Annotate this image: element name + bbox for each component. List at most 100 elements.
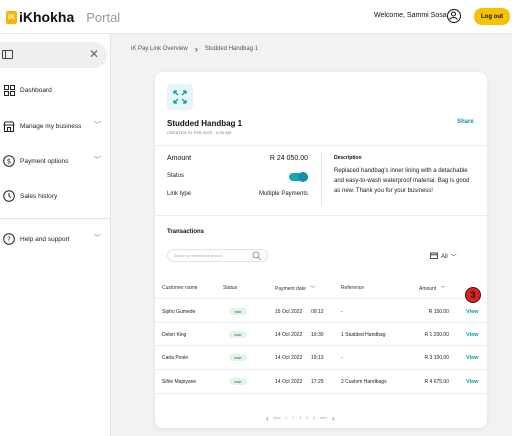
chevron-down-icon: ﹀ <box>450 255 457 261</box>
user-avatar-icon[interactable] <box>447 9 461 23</box>
sidebar-item-payment-options[interactable]: $ Payment options ﹀ <box>0 151 111 171</box>
customer-name: Sihle Mapiyane <box>162 379 197 385</box>
link-type-value: Multiple Payments <box>258 191 308 197</box>
amount: R 1 200.00 <box>424 332 449 338</box>
view-link[interactable]: View <box>466 355 479 361</box>
column-header-status: Status <box>223 285 238 291</box>
reference: 2 Custom Handbags <box>341 379 387 385</box>
ikhokha-logo[interactable]: iK iKhokha Portal <box>6 9 120 25</box>
divider <box>155 145 487 146</box>
prev-page-link[interactable]: prev <box>273 416 281 420</box>
link-type-label: Link type <box>167 191 192 197</box>
sidebar-item-sales-history[interactable]: Sales history <box>0 186 111 206</box>
payment-time: 09:12 <box>311 309 324 315</box>
column-header-customer: Customer name <box>162 285 198 291</box>
sidebar-item-label: Sales history <box>20 192 58 200</box>
sidebar-item-label: Dashboard <box>20 86 52 94</box>
chevron-right-icon[interactable]: › <box>331 413 335 423</box>
history-icon <box>3 190 15 202</box>
sidebar-item-manage-business[interactable]: Manage my business ﹀ <box>0 116 111 136</box>
sidebar-divider <box>0 218 111 219</box>
payment-date: 14 Oct 2022 <box>275 355 303 361</box>
chevron-right-icon: › <box>194 44 198 54</box>
search-placeholder: Search by reference or amount <box>174 253 223 258</box>
page-link[interactable]: 4 <box>306 416 309 420</box>
status-badge: PAID <box>229 331 247 338</box>
sidebar-item-label: Help and support <box>20 235 70 243</box>
description-label: Description <box>334 155 362 161</box>
welcome-text: Welcome, Sammi Sosa <box>374 12 447 19</box>
column-header-payment-date[interactable]: Payment date ﹀ <box>275 285 315 292</box>
sidebar-panel-icon[interactable] <box>2 50 13 59</box>
logo-mark: iK <box>6 10 17 24</box>
next-page-link[interactable]: next <box>320 416 327 420</box>
pagination: ‹ prev 1 2 3 4 5 next › <box>266 413 376 423</box>
reference: - <box>341 355 343 361</box>
payment-date: 15 Oct 2022 <box>275 309 303 315</box>
top-header: iK iKhokha Portal Welcome, Sammi Sosa Lo… <box>0 0 512 34</box>
sidebar-item-help[interactable]: ? Help and support ﹀ <box>0 229 111 249</box>
table-header-divider <box>155 298 487 299</box>
row-divider <box>155 393 487 394</box>
amount: R 4 675.00 <box>424 379 449 385</box>
created-timestamp: CREATED 01 FEB 2023 · 9:00 AM <box>167 130 232 135</box>
store-icon <box>3 120 15 132</box>
status-badge: PAID <box>229 308 247 315</box>
column-header-amount[interactable]: Amount ﹀ <box>419 285 446 292</box>
sidebar-item-dashboard[interactable]: Dashboard <box>0 80 111 100</box>
sort-chevron-icon: ﹀ <box>310 286 316 292</box>
chevron-down-icon: ﹀ <box>94 157 101 164</box>
svg-text:$: $ <box>7 158 11 166</box>
sort-chevron-icon: ﹀ <box>440 286 446 292</box>
row-divider <box>155 345 487 346</box>
payment-time: 19:30 <box>311 332 324 338</box>
breadcrumb-current: Studded Handbag 1 <box>204 46 259 52</box>
status-badge: PAID <box>229 378 247 385</box>
chevron-left-icon[interactable]: ‹ <box>266 413 269 423</box>
chevron-down-icon: ﹀ <box>94 122 101 129</box>
dashboard-icon <box>3 84 15 96</box>
sidebar: ✕ Dashboard Manage my business ﹀ $ Payme… <box>0 34 111 436</box>
row-divider <box>155 322 487 323</box>
expand-arrows-icon <box>167 84 193 110</box>
payment-time: 17:29 <box>311 379 324 385</box>
sidebar-toggle-bar: ✕ <box>0 42 107 68</box>
date-filter-dropdown[interactable]: All ﹀ <box>430 252 457 261</box>
status-toggle[interactable] <box>289 172 308 182</box>
payment-date: 14 Oct 2022 <box>275 332 303 338</box>
share-link[interactable]: Share <box>457 119 474 125</box>
page-link[interactable]: 2 <box>292 416 295 420</box>
help-icon: ? <box>3 233 15 245</box>
status-badge: PAID <box>229 354 247 361</box>
svg-text:?: ? <box>7 236 11 244</box>
view-link[interactable]: View <box>466 379 479 385</box>
logo-text: iKhokha <box>19 9 75 25</box>
status-label: Status <box>167 173 185 179</box>
payment-date: 14 Oct 2022 <box>275 379 303 385</box>
page-title: Studded Handbag 1 <box>167 119 243 128</box>
reference: - <box>341 309 343 315</box>
pay-link-detail-card: Studded Handbag 1 CREATED 01 FEB 2023 · … <box>155 72 487 428</box>
calendar-icon <box>430 252 438 261</box>
logout-button[interactable]: Log out <box>474 8 510 25</box>
filter-value: All <box>441 253 448 260</box>
payment-date-label: Payment date <box>275 286 306 292</box>
payment-time: 19:13 <box>311 355 324 361</box>
description-text: Replaced handbag's inner lining with a d… <box>334 168 470 194</box>
view-link[interactable]: View <box>466 332 479 338</box>
amount-label: Amount <box>167 155 192 162</box>
page-link[interactable]: 3 <box>299 416 302 420</box>
page-link[interactable]: 1 <box>285 416 288 420</box>
reference: 1 Studded Handbag <box>341 332 386 338</box>
search-icon <box>252 251 262 262</box>
view-link[interactable]: View <box>466 309 479 315</box>
transactions-heading: Transactions <box>167 229 205 235</box>
step-annotation-badge: 3 <box>465 287 481 303</box>
customer-name: Sipho Gumede <box>162 309 196 315</box>
portal-label: Portal <box>86 9 121 25</box>
close-icon[interactable]: ✕ <box>89 47 100 61</box>
breadcrumb-parent-link[interactable]: iK Pay Link Overview <box>131 46 188 52</box>
search-input[interactable]: Search by reference or amount <box>167 249 268 262</box>
amount-value: R 24 050.00 <box>269 155 308 162</box>
page-link[interactable]: 5 <box>313 416 316 420</box>
